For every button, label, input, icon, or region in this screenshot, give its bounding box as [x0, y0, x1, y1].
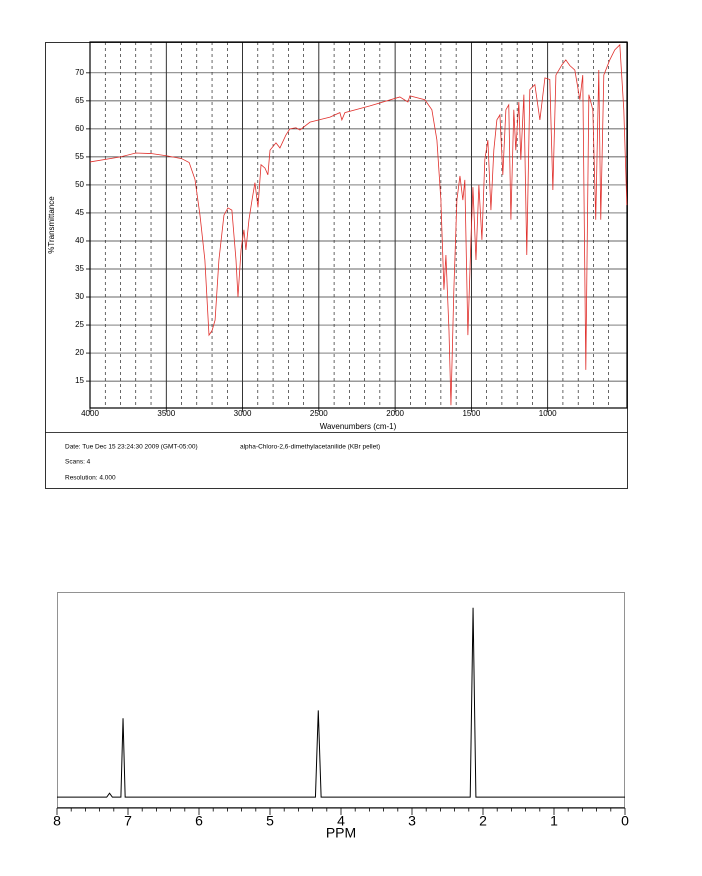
- x-tick-label: 4000: [81, 409, 99, 418]
- x-tick-label: 5: [266, 813, 274, 829]
- x-tick-label: 7: [124, 813, 132, 829]
- x-axis-label: PPM: [326, 825, 356, 841]
- y-tick-label: 20: [75, 348, 84, 357]
- y-tick-label: 25: [75, 320, 84, 329]
- y-axis-label: %Transmittance: [47, 196, 56, 254]
- spectrum-line: [89, 43, 628, 406]
- annotation: Scans: 4: [65, 459, 91, 466]
- y-tick-label: 40: [75, 236, 84, 245]
- y-tick-label: 15: [75, 376, 84, 385]
- x-tick-label: 8: [53, 813, 61, 829]
- y-tick-label: 65: [75, 96, 84, 105]
- x-tick-label: 2000: [386, 409, 404, 418]
- x-tick-label: 1500: [462, 409, 480, 418]
- y-tick-label: 70: [75, 68, 84, 77]
- x-tick-label: 3500: [157, 409, 175, 418]
- spectrum-line: [57, 607, 625, 798]
- x-tick-label: 1: [550, 813, 558, 829]
- nmr-frame: [57, 592, 625, 808]
- y-tick-label: 50: [75, 180, 84, 189]
- x-axis-label: Wavenumbers (cm-1): [320, 422, 397, 431]
- x-tick-label: 2500: [310, 409, 328, 418]
- y-tick-label: 35: [75, 264, 84, 273]
- x-tick-label: 3000: [234, 409, 252, 418]
- y-tick-label: 55: [75, 152, 84, 161]
- y-tick-label: 60: [75, 124, 84, 133]
- annotation: Resolution: 4.000: [65, 475, 116, 482]
- x-tick-label: 6: [195, 813, 203, 829]
- y-tick-label: 30: [75, 292, 84, 301]
- x-tick-label: 1000: [539, 409, 557, 418]
- x-tick-label: 3: [408, 813, 416, 829]
- x-tick-label: 4: [337, 813, 345, 829]
- annotation: Date: Tue Dec 15 23:24:30 2009 (GMT-05:0…: [65, 444, 198, 451]
- plot-frame: [89, 41, 628, 409]
- x-tick-label: 2: [479, 813, 487, 829]
- x-tick-label: 0: [621, 813, 629, 829]
- annotation: alpha-Chloro-2,6-dimethylacetanilide (KB…: [240, 444, 380, 451]
- y-tick-label: 45: [75, 208, 84, 217]
